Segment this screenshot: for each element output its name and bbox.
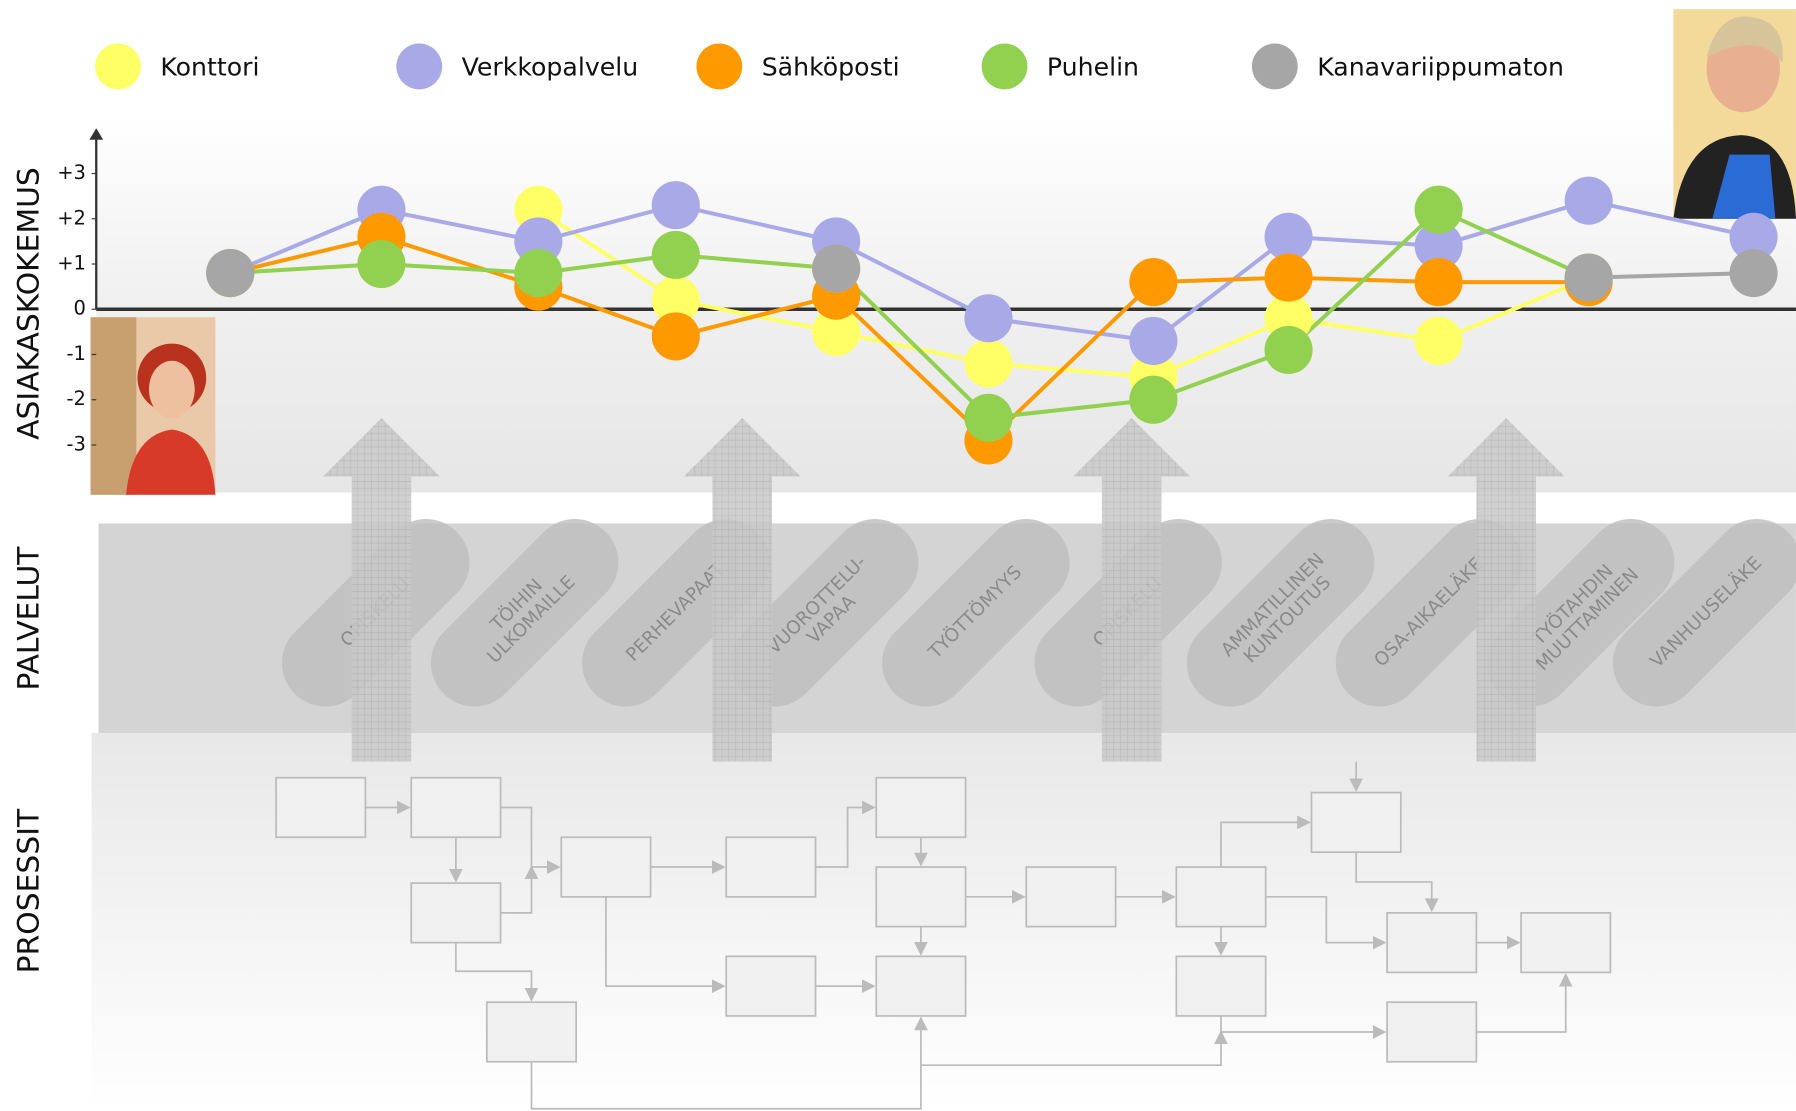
legend-label: Konttori	[160, 53, 259, 82]
y-tick-label: -2	[67, 387, 86, 410]
legend-label: Sähköposti	[762, 53, 900, 82]
data-point	[1565, 254, 1613, 302]
data-point	[812, 244, 860, 292]
y-tick-label: -3	[67, 432, 86, 455]
y-tick-label: +1	[57, 252, 86, 275]
process-box	[411, 778, 500, 838]
data-point	[964, 394, 1012, 442]
infographic: OPISKELUTÖIHINULKOMAILLEPERHEVAPAATVUORO…	[0, 0, 1796, 1111]
y-tick-label: +2	[57, 206, 86, 229]
y-tick-label: 0	[74, 297, 86, 320]
process-box	[1387, 913, 1476, 973]
legend-swatch	[396, 44, 442, 90]
legend-swatch	[95, 44, 141, 90]
process-box	[1176, 956, 1265, 1016]
legend: Konttori Verkkopalvelu Sähköposti Puhelin Ka…	[95, 44, 1564, 90]
process-box	[411, 883, 500, 943]
data-point	[964, 294, 1012, 342]
y-tick-label: +3	[57, 161, 86, 184]
data-point	[1265, 326, 1313, 374]
y-tick-label: -1	[67, 342, 86, 365]
data-point	[206, 249, 254, 297]
data-point	[514, 249, 562, 297]
data-point	[1730, 249, 1778, 297]
process-box	[487, 1002, 576, 1062]
page: OPISKELUTÖIHINULKOMAILLEPERHEVAPAATVUORO…	[0, 0, 1796, 1111]
data-point	[357, 240, 405, 288]
process-box	[876, 956, 965, 1016]
legend-label: Puhelin	[1047, 53, 1139, 82]
legend-swatch	[1252, 44, 1298, 90]
data-point	[1129, 376, 1177, 424]
data-point	[652, 312, 700, 360]
process-box	[561, 837, 650, 897]
data-point	[1415, 186, 1463, 234]
process-box	[1311, 793, 1400, 853]
data-point	[1565, 177, 1613, 225]
data-point	[1415, 258, 1463, 306]
data-point	[1415, 317, 1463, 365]
photo-right	[1673, 9, 1796, 219]
process-box	[876, 778, 965, 838]
data-point	[1129, 317, 1177, 365]
legend-label: Kanavariippumaton	[1317, 53, 1564, 82]
photo	[149, 361, 195, 418]
process-box	[726, 837, 815, 897]
process-box	[1026, 867, 1115, 927]
data-point	[652, 181, 700, 229]
section-label: PROSESSIT	[11, 808, 46, 973]
process-box	[1176, 867, 1265, 927]
process-box	[1387, 1002, 1476, 1062]
photo	[91, 317, 137, 495]
data-point	[652, 231, 700, 279]
legend-label: Verkkopalvelu	[462, 53, 639, 82]
data-point	[1129, 258, 1177, 306]
process-box	[1521, 913, 1610, 973]
data-point	[1265, 254, 1313, 302]
photo-left	[91, 317, 216, 495]
process-box	[876, 867, 965, 927]
process-box	[276, 778, 365, 838]
experience-band	[96, 115, 1796, 493]
data-point	[964, 339, 1012, 387]
legend-swatch	[696, 44, 742, 90]
y-axis-label: ASIAKASKOKEMUS	[11, 167, 46, 440]
process-box	[726, 956, 815, 1016]
section-label: PALVELUT	[11, 546, 46, 691]
legend-swatch	[982, 44, 1028, 90]
